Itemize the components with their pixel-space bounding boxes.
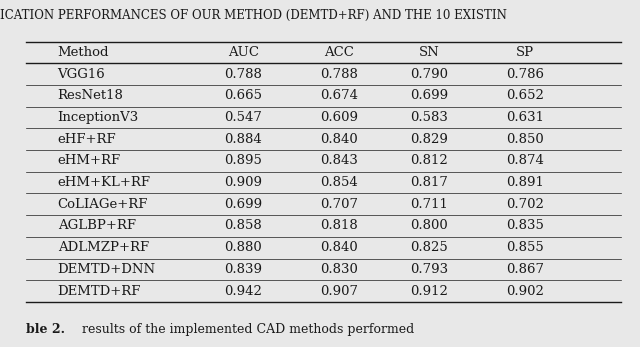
- Text: 0.835: 0.835: [506, 220, 544, 232]
- Text: 0.665: 0.665: [224, 90, 262, 102]
- Text: 0.652: 0.652: [506, 90, 544, 102]
- Text: 0.839: 0.839: [224, 263, 262, 276]
- Text: 0.840: 0.840: [321, 241, 358, 254]
- Text: DEMTD+RF: DEMTD+RF: [58, 285, 141, 297]
- Text: 0.631: 0.631: [506, 111, 544, 124]
- Text: 0.912: 0.912: [410, 285, 448, 297]
- Text: eHM+RF: eHM+RF: [58, 154, 121, 167]
- Text: ACC: ACC: [324, 46, 354, 59]
- Text: 0.699: 0.699: [410, 90, 448, 102]
- Text: SN: SN: [419, 46, 439, 59]
- Text: 0.829: 0.829: [410, 133, 448, 146]
- Text: 0.909: 0.909: [224, 176, 262, 189]
- Text: 0.855: 0.855: [506, 241, 543, 254]
- Text: 0.850: 0.850: [506, 133, 543, 146]
- Text: 0.547: 0.547: [224, 111, 262, 124]
- Text: 0.699: 0.699: [224, 198, 262, 211]
- Text: 0.907: 0.907: [320, 285, 358, 297]
- Text: 0.891: 0.891: [506, 176, 544, 189]
- Text: 0.902: 0.902: [506, 285, 544, 297]
- Text: 0.874: 0.874: [506, 154, 544, 167]
- Text: 0.818: 0.818: [321, 220, 358, 232]
- Text: 0.884: 0.884: [225, 133, 262, 146]
- Text: ICATION PERFORMANCES OF OUR METHOD (DEMTD+RF) AND THE 10 EXISTIN: ICATION PERFORMANCES OF OUR METHOD (DEMT…: [0, 9, 507, 22]
- Text: AUC: AUC: [228, 46, 259, 59]
- Text: 0.843: 0.843: [320, 154, 358, 167]
- Text: eHF+RF: eHF+RF: [58, 133, 116, 146]
- Text: VGG16: VGG16: [58, 68, 106, 81]
- Text: eHM+KL+RF: eHM+KL+RF: [58, 176, 150, 189]
- Text: 0.942: 0.942: [224, 285, 262, 297]
- Text: 0.895: 0.895: [224, 154, 262, 167]
- Text: DEMTD+DNN: DEMTD+DNN: [58, 263, 156, 276]
- Text: 0.786: 0.786: [506, 68, 544, 81]
- Text: 0.788: 0.788: [224, 68, 262, 81]
- Text: 0.858: 0.858: [225, 220, 262, 232]
- Text: 0.854: 0.854: [321, 176, 358, 189]
- Text: 0.609: 0.609: [320, 111, 358, 124]
- Text: 0.674: 0.674: [320, 90, 358, 102]
- Text: ResNet18: ResNet18: [58, 90, 124, 102]
- Text: 0.867: 0.867: [506, 263, 544, 276]
- Text: 0.800: 0.800: [410, 220, 447, 232]
- Text: 0.788: 0.788: [320, 68, 358, 81]
- Text: SP: SP: [516, 46, 534, 59]
- Text: AGLBP+RF: AGLBP+RF: [58, 220, 136, 232]
- Text: 0.711: 0.711: [410, 198, 448, 211]
- Text: ADLMZP+RF: ADLMZP+RF: [58, 241, 148, 254]
- Text: 0.790: 0.790: [410, 68, 448, 81]
- Text: 0.702: 0.702: [506, 198, 544, 211]
- Text: CoLIAGe+RF: CoLIAGe+RF: [58, 198, 148, 211]
- Text: 0.830: 0.830: [320, 263, 358, 276]
- Text: 0.793: 0.793: [410, 263, 448, 276]
- Text: 0.840: 0.840: [321, 133, 358, 146]
- Text: 0.817: 0.817: [410, 176, 448, 189]
- Text: ble 2.: ble 2.: [26, 323, 65, 336]
- Text: Method: Method: [58, 46, 109, 59]
- Text: 0.812: 0.812: [410, 154, 447, 167]
- Text: InceptionV3: InceptionV3: [58, 111, 139, 124]
- Text: results of the implemented CAD methods performed: results of the implemented CAD methods p…: [74, 323, 414, 336]
- Text: 0.583: 0.583: [410, 111, 448, 124]
- Text: 0.825: 0.825: [410, 241, 447, 254]
- Text: 0.707: 0.707: [320, 198, 358, 211]
- Text: 0.880: 0.880: [225, 241, 262, 254]
